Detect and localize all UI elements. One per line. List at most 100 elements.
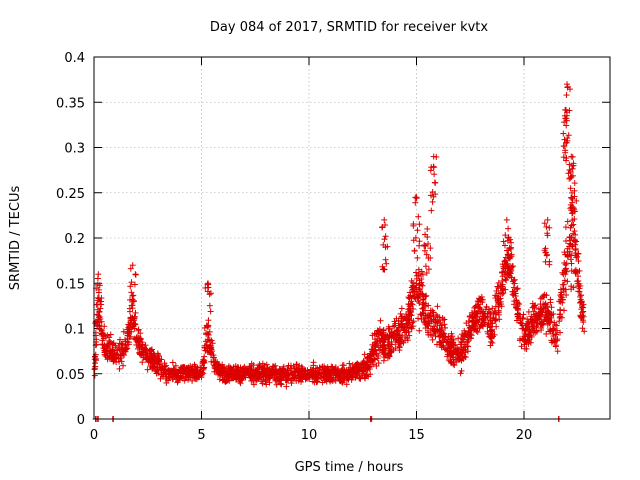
data-point xyxy=(369,332,376,339)
data-point xyxy=(247,374,254,381)
data-point xyxy=(559,296,566,303)
data-point xyxy=(567,205,574,212)
data-point xyxy=(243,366,250,373)
data-point xyxy=(398,305,405,312)
data-point xyxy=(189,377,196,384)
data-point xyxy=(560,130,567,137)
data-point xyxy=(548,312,555,319)
data-point xyxy=(501,242,508,249)
data-point xyxy=(138,346,145,353)
data-point xyxy=(553,331,560,338)
data-point xyxy=(554,348,561,355)
data-point xyxy=(492,303,499,310)
data-point xyxy=(441,321,448,328)
data-point xyxy=(564,253,571,260)
data-point xyxy=(174,379,181,386)
data-point xyxy=(358,372,365,379)
data-point xyxy=(101,323,108,330)
data-point xyxy=(398,318,405,325)
data-point xyxy=(94,281,101,288)
data-point xyxy=(566,175,573,182)
data-point xyxy=(429,198,436,205)
data-point xyxy=(287,365,294,372)
data-point xyxy=(427,331,434,338)
data-point xyxy=(561,112,568,119)
data-point xyxy=(361,366,368,373)
data-point xyxy=(542,258,549,265)
data-point xyxy=(511,288,518,295)
data-point xyxy=(125,339,132,346)
data-point xyxy=(233,368,240,375)
data-point xyxy=(543,292,550,299)
data-point xyxy=(169,359,176,366)
data-point xyxy=(388,333,395,340)
data-point xyxy=(548,304,555,311)
data-point xyxy=(440,339,447,346)
data-point xyxy=(567,185,574,192)
data-point xyxy=(130,323,137,330)
data-point xyxy=(485,330,492,337)
data-point xyxy=(575,277,582,284)
data-point xyxy=(249,373,256,380)
data-point xyxy=(226,366,233,373)
data-point xyxy=(202,338,209,345)
data-point xyxy=(475,319,482,326)
data-point xyxy=(430,327,437,334)
data-point xyxy=(422,307,429,314)
data-point xyxy=(208,337,215,344)
data-point xyxy=(343,381,350,388)
data-point xyxy=(227,371,234,378)
data-point xyxy=(406,317,413,324)
data-point xyxy=(381,216,388,223)
data-point xyxy=(472,318,479,325)
data-point xyxy=(564,278,571,285)
data-point xyxy=(427,167,434,174)
data-point xyxy=(410,237,417,244)
data-point xyxy=(121,352,128,359)
data-point xyxy=(250,381,257,388)
data-point xyxy=(135,326,142,333)
data-point xyxy=(175,375,182,382)
data-point xyxy=(295,373,302,380)
data-point xyxy=(562,115,569,122)
data-point xyxy=(91,365,98,372)
data-point xyxy=(309,373,316,380)
data-point xyxy=(537,311,544,318)
data-point xyxy=(91,372,98,379)
data-point xyxy=(422,231,429,238)
data-point xyxy=(141,345,148,352)
data-point xyxy=(571,216,578,223)
data-point xyxy=(430,164,437,171)
data-point xyxy=(511,276,518,283)
data-point xyxy=(478,322,485,329)
data-point xyxy=(364,354,371,361)
data-point xyxy=(442,346,449,353)
data-point xyxy=(259,380,266,387)
data-point xyxy=(436,314,443,321)
data-point xyxy=(569,210,576,217)
data-point xyxy=(568,267,575,274)
data-point xyxy=(201,324,208,331)
data-point xyxy=(396,332,403,339)
data-point xyxy=(564,245,571,252)
data-point xyxy=(472,325,479,332)
data-point xyxy=(561,277,568,284)
data-point xyxy=(489,339,496,346)
data-point xyxy=(416,327,423,334)
data-point xyxy=(567,169,574,176)
data-point xyxy=(410,318,417,325)
data-point xyxy=(492,316,499,323)
data-point xyxy=(573,254,580,261)
data-point xyxy=(418,279,425,286)
data-point xyxy=(431,171,438,178)
data-point xyxy=(423,270,430,277)
data-point xyxy=(214,361,221,368)
data-point xyxy=(576,285,583,292)
data-point xyxy=(201,344,208,351)
data-point xyxy=(561,119,568,126)
data-point xyxy=(543,330,550,337)
data-point xyxy=(509,291,516,298)
data-point xyxy=(581,328,588,335)
data-point xyxy=(507,239,514,246)
data-point xyxy=(562,149,569,156)
